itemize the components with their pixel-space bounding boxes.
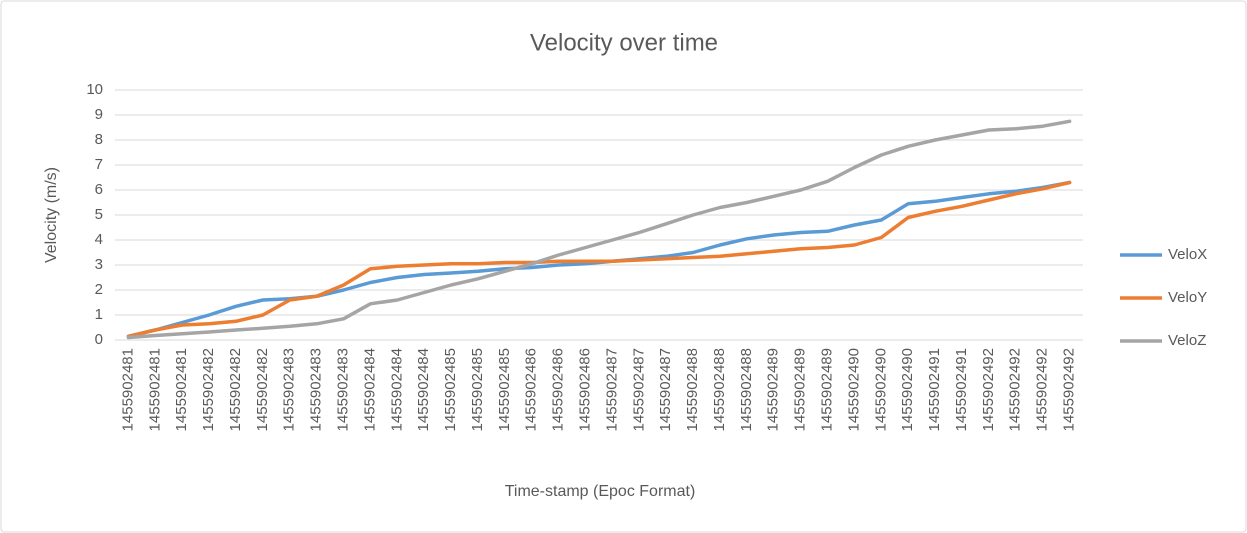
y-axis-title: Velocity (m/s) bbox=[43, 167, 60, 263]
y-tick-label: 5 bbox=[95, 206, 103, 223]
x-tick-label: 1455902484 bbox=[361, 348, 378, 431]
legend-label: VeloZ bbox=[1168, 332, 1206, 349]
series-line bbox=[126, 180, 1072, 339]
x-tick-label: 1455902482 bbox=[200, 348, 217, 431]
x-tick-label: 1455902485 bbox=[442, 348, 459, 431]
x-axis-title: Time-stamp (Epoc Format) bbox=[505, 483, 696, 500]
x-tick-label: 1455902484 bbox=[415, 348, 432, 431]
x-tick-label: 1455902485 bbox=[496, 348, 513, 431]
x-tick-label: 1455902492 bbox=[980, 348, 997, 431]
x-tick-label: 1455902487 bbox=[657, 348, 674, 431]
x-tick-label: 1455902492 bbox=[1034, 348, 1051, 431]
y-tick-label: 0 bbox=[95, 331, 103, 348]
x-tick-label: 1455902490 bbox=[845, 348, 862, 431]
x-tick-label: 1455902486 bbox=[577, 348, 594, 431]
x-tick-label: 1455902482 bbox=[254, 348, 271, 431]
x-tick-label: 1455902483 bbox=[335, 348, 352, 431]
y-tick-label: 2 bbox=[95, 281, 103, 298]
y-tick-label: 1 bbox=[95, 306, 103, 323]
x-tick-label: 1455902487 bbox=[630, 348, 647, 431]
x-tick-label: 1455902488 bbox=[738, 348, 755, 431]
x-tick-label: 1455902492 bbox=[1061, 348, 1078, 431]
y-tick-label: 9 bbox=[95, 106, 103, 123]
x-tick-label: 1455902490 bbox=[899, 348, 916, 431]
x-tick-label: 1455902489 bbox=[765, 348, 782, 431]
x-tick-label: 1455902483 bbox=[308, 348, 325, 431]
x-tick-label: 1455902489 bbox=[819, 348, 836, 431]
x-tick-label: 1455902485 bbox=[469, 348, 486, 431]
legend-label: VeloY bbox=[1168, 289, 1207, 306]
legend-label: VeloX bbox=[1168, 246, 1207, 263]
x-tick-label: 1455902492 bbox=[1007, 348, 1024, 431]
y-tick-label: 8 bbox=[95, 131, 103, 148]
x-tick-label: 1455902491 bbox=[926, 348, 943, 431]
x-tick-label: 1455902488 bbox=[711, 348, 728, 431]
y-tick-label: 3 bbox=[95, 256, 103, 273]
x-tick-label: 1455902483 bbox=[281, 348, 298, 431]
x-tick-label: 1455902486 bbox=[523, 348, 540, 431]
y-tick-label: 10 bbox=[86, 81, 103, 98]
x-tick-label: 1455902489 bbox=[792, 348, 809, 431]
x-tick-label: 1455902490 bbox=[872, 348, 889, 431]
y-tick-label: 4 bbox=[95, 231, 103, 248]
x-tick-label: 1455902491 bbox=[953, 348, 970, 431]
x-tick-label: 1455902481 bbox=[119, 348, 136, 431]
x-tick-label: 1455902481 bbox=[146, 348, 163, 431]
x-tick-label: 1455902484 bbox=[388, 348, 405, 431]
series-line bbox=[126, 119, 1072, 340]
x-tick-label: 1455902481 bbox=[173, 348, 190, 431]
x-tick-label: 1455902488 bbox=[684, 348, 701, 431]
x-tick-label: 1455902482 bbox=[227, 348, 244, 431]
y-tick-label: 7 bbox=[95, 156, 103, 173]
x-tick-label: 1455902486 bbox=[550, 348, 567, 431]
y-tick-label: 6 bbox=[95, 181, 103, 198]
chart-title: Velocity over time bbox=[530, 29, 718, 56]
x-tick-label: 1455902487 bbox=[603, 348, 620, 431]
